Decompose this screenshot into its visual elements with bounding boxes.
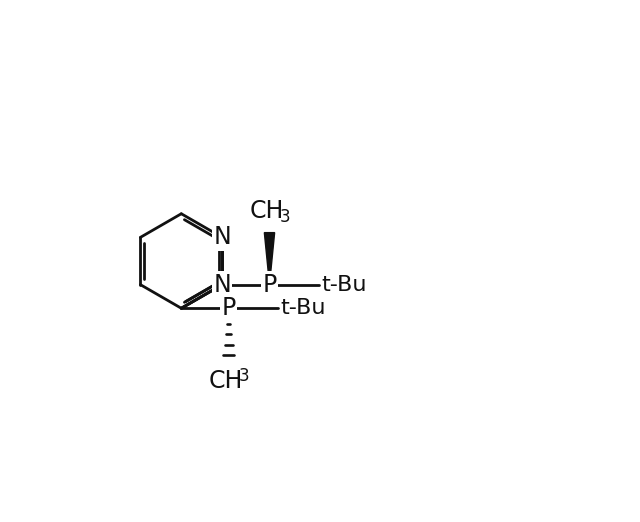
Text: t-Bu: t-Bu <box>281 298 326 318</box>
Text: CH: CH <box>209 370 243 394</box>
Text: P: P <box>221 296 236 321</box>
Text: P: P <box>262 272 276 296</box>
Text: t-Bu: t-Bu <box>322 275 367 294</box>
Text: 3: 3 <box>279 208 290 226</box>
Text: N: N <box>213 272 231 296</box>
Text: 3: 3 <box>238 367 249 385</box>
Text: N: N <box>213 226 231 250</box>
Polygon shape <box>264 233 275 284</box>
Text: CH: CH <box>250 199 284 223</box>
